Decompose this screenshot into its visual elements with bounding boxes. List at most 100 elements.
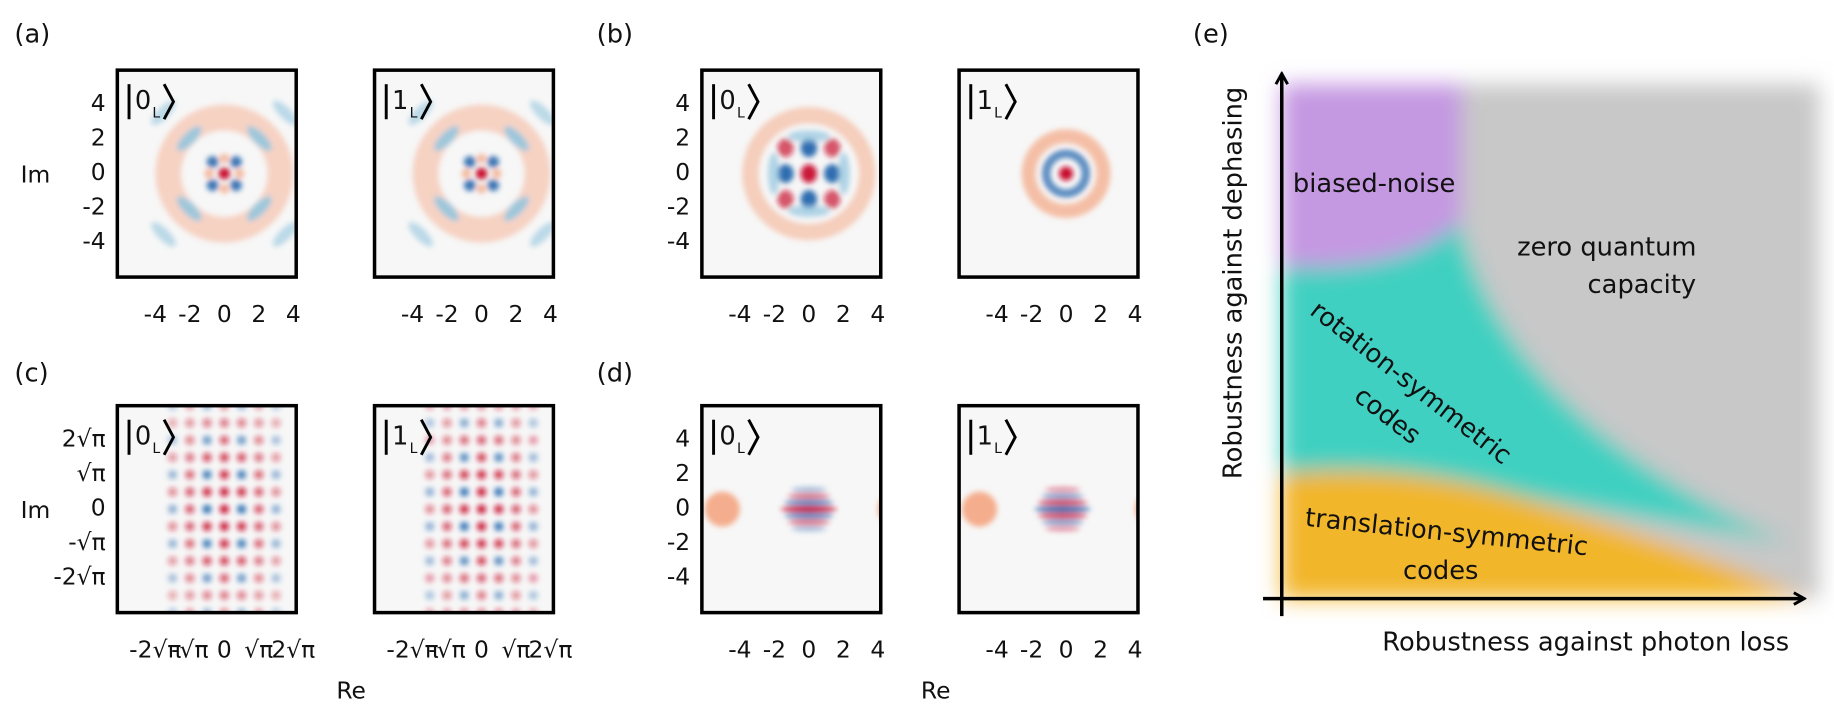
- wigner-spot: [800, 164, 818, 183]
- wigner-spot: [254, 418, 264, 428]
- plot-frame: [700, 68, 883, 279]
- wigner-spot: [442, 573, 452, 583]
- wigner-spot: [202, 452, 212, 463]
- wigner-spot: [236, 556, 247, 566]
- wigner-spot: [824, 189, 841, 209]
- region-label: capacity: [1588, 270, 1697, 300]
- ket-sub: L: [410, 105, 418, 121]
- wigner-ring: [1042, 149, 1091, 198]
- ket-label: 1: [392, 422, 408, 452]
- wigner-spot: [236, 521, 247, 532]
- y-tick-label: 4: [91, 89, 106, 117]
- wigner-spot: [219, 435, 229, 445]
- wigner-spot: [254, 521, 264, 532]
- wigner-spot: [528, 435, 538, 445]
- wigner-spot: [492, 168, 502, 179]
- wigner-spot: [167, 418, 178, 428]
- wigner-spot: [236, 487, 247, 497]
- wigner-spot: [425, 573, 435, 583]
- wigner-spot: [219, 521, 229, 532]
- y-tick-label: -2: [667, 528, 690, 556]
- wigner-spot: [206, 156, 219, 168]
- wigner-spot: [476, 538, 487, 549]
- x-tick-label: 0: [1059, 636, 1074, 664]
- wigner-spot: [476, 435, 487, 445]
- wigner-spot: [511, 573, 521, 583]
- plot-frame: [115, 403, 298, 615]
- y-tick-label: -√π: [68, 528, 105, 556]
- wigner-spot: [530, 222, 554, 247]
- wigner-spot: [459, 504, 469, 514]
- x-tick-label: 0: [217, 636, 232, 664]
- wigner-spot: [185, 418, 195, 428]
- wigner-spot: [271, 452, 281, 463]
- x-tick-label: 2: [509, 300, 524, 328]
- x-axis-label: Re: [336, 677, 366, 705]
- wigner-spot: [219, 487, 229, 497]
- wigner-spot: [476, 184, 487, 194]
- wigner-spot: [254, 452, 264, 463]
- wigner-spot: [528, 452, 538, 463]
- wigner-spot: [167, 469, 178, 480]
- wigner-spot: [530, 100, 554, 126]
- plot-frame: [115, 68, 298, 279]
- wigner-spot: [476, 487, 487, 497]
- wigner-spot: [167, 452, 178, 463]
- wigner-spot: [487, 156, 500, 168]
- x-tick-label: -√π: [428, 636, 465, 664]
- wigner-spot: [494, 452, 504, 463]
- x-tick-label: 2√π: [271, 636, 315, 664]
- wigner-spot: [204, 168, 214, 179]
- wigner-spot: [787, 493, 830, 500]
- ket-label: 1: [392, 86, 408, 116]
- wigner-spot: [704, 491, 740, 527]
- wigner-spot: [494, 418, 504, 428]
- wigner-spot: [528, 504, 538, 514]
- plot-frame: [372, 68, 556, 279]
- wigner-spot: [1059, 166, 1074, 181]
- wigner-spot: [271, 556, 281, 566]
- x-tick-label: 2: [1093, 300, 1108, 328]
- x-tick-label: -2: [435, 300, 458, 328]
- wigner-spot: [425, 556, 435, 566]
- ket-bracket: [162, 419, 176, 456]
- wigner-spot: [408, 222, 434, 247]
- wigner-spot: [271, 590, 281, 601]
- wigner-spot: [442, 504, 452, 514]
- wigner-spot: [494, 556, 504, 566]
- ket-sub: L: [737, 441, 745, 457]
- y-tick-label: -4: [82, 227, 105, 255]
- wigner-spot: [476, 452, 487, 463]
- wigner-spot: [219, 573, 229, 583]
- wigner-spot: [1041, 519, 1084, 525]
- wigner-spot: [271, 573, 281, 583]
- wigner-spot: [777, 164, 794, 183]
- wigner-spot: [167, 487, 178, 497]
- wigner-plot: 0 L-2√π-√π 0 √π2√π2√π√π0-√π-2√π: [53, 403, 315, 664]
- wigner-spot: [219, 418, 229, 428]
- wigner-spot: [476, 504, 487, 514]
- y-tick-label: 0: [675, 158, 690, 186]
- x-tick-label: -4: [985, 636, 1008, 664]
- wigner-spot: [787, 519, 830, 525]
- translation-region: [1281, 470, 1807, 599]
- wigner-spot: [425, 469, 435, 480]
- wigner-spot: [511, 487, 521, 497]
- x-tick-label: -4: [985, 300, 1008, 328]
- wigner-spot: [254, 487, 264, 497]
- wigner-plot: 1 L -2√π-√π 0 √π2√π: [372, 403, 572, 664]
- wigner-spot: [425, 418, 435, 428]
- wigner-spot: [425, 521, 435, 532]
- wigner-spot: [254, 538, 264, 549]
- plot-frame: [957, 68, 1140, 279]
- wigner-spot: [176, 196, 202, 221]
- wigner-spot: [767, 152, 780, 195]
- wigner-spot: [528, 538, 538, 549]
- x-tick-label: 4: [1128, 300, 1143, 328]
- wigner-spot: [236, 590, 247, 601]
- biased-region: [1281, 84, 1462, 267]
- regions: [1281, 84, 1820, 599]
- wigner-spot: [442, 452, 452, 463]
- x-tick-label: √π: [502, 636, 531, 664]
- wigner: [408, 100, 554, 247]
